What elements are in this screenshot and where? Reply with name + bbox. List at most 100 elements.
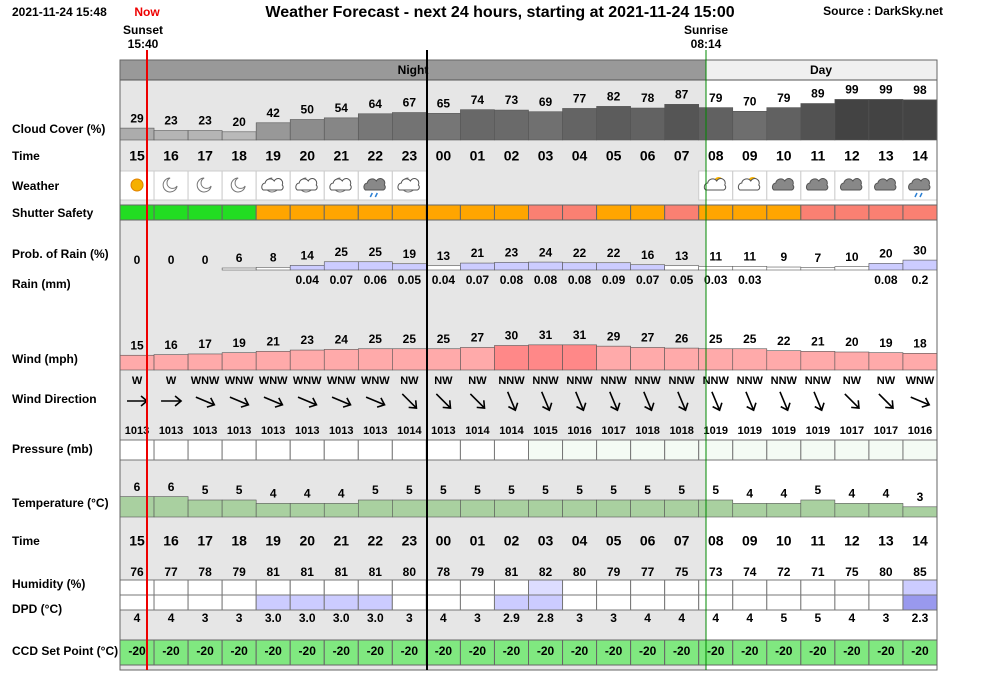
- bar: [902, 352, 938, 371]
- ccd-value: -20: [775, 644, 793, 658]
- ccd-value: -20: [299, 644, 317, 658]
- row-label: Shutter Safety: [12, 206, 94, 220]
- value-label: 79: [709, 91, 723, 105]
- ccd-cell: [119, 639, 155, 666]
- hour: 15: [129, 148, 145, 164]
- pressure-value: 1013: [159, 425, 183, 437]
- dpd-box: [119, 594, 155, 611]
- sunrise-time: 08:14: [691, 37, 722, 51]
- shutter-cell: [664, 204, 700, 221]
- wind-arrow: [813, 391, 825, 412]
- value-label: 5: [440, 483, 447, 497]
- value-label: 42: [267, 106, 281, 120]
- humidity-value: 75: [675, 565, 689, 579]
- dpd-box: [732, 594, 768, 611]
- dpd-box: [187, 594, 223, 611]
- wind-arrow: [711, 391, 723, 412]
- bar: [698, 266, 734, 271]
- row-label: DPD (°C): [12, 602, 62, 616]
- wind-direction: NNW: [703, 375, 730, 387]
- now-label: Now: [134, 5, 160, 19]
- row-label: Prob. of Rain (%): [12, 247, 109, 261]
- wind-direction: WNW: [361, 375, 390, 387]
- bar: [221, 267, 257, 271]
- rain-amount: 0.05: [670, 273, 694, 287]
- bar: [119, 496, 155, 518]
- dpd-value: 4: [849, 611, 856, 625]
- humidity-value: 82: [539, 565, 553, 579]
- source: Source : DarkSky.net: [823, 4, 943, 18]
- hour: 02: [504, 148, 520, 164]
- bar: [323, 349, 359, 371]
- ccd-cell: [187, 639, 223, 666]
- humidity-box: [664, 579, 700, 596]
- value-label: 29: [130, 111, 144, 125]
- value-label: 79: [777, 91, 791, 105]
- value-label: 5: [576, 483, 583, 497]
- pressure-value: 1019: [738, 425, 762, 437]
- dpd-box: [459, 594, 495, 611]
- rain-amount: 0.08: [874, 273, 898, 287]
- sunrise-label: Sunrise: [684, 23, 728, 37]
- pressure-box: [596, 439, 632, 461]
- bar: [868, 503, 904, 518]
- hour: 03: [538, 148, 554, 164]
- bar: [868, 352, 904, 371]
- ccd-cell: [255, 639, 291, 666]
- value-label: 16: [164, 338, 178, 352]
- value-label: 26: [675, 331, 689, 345]
- pressure-value: 1019: [703, 425, 727, 437]
- value-label: 98: [913, 83, 927, 97]
- humidity-box: [153, 579, 189, 596]
- value-label: 25: [369, 332, 383, 346]
- pressure-value: 1017: [601, 425, 625, 437]
- hour: 05: [606, 533, 622, 549]
- row-label: Wind Direction: [12, 392, 97, 406]
- hour: 14: [912, 148, 928, 164]
- hour: 21: [333, 148, 349, 164]
- humidity-box: [698, 579, 734, 596]
- pressure-value: 1013: [329, 425, 353, 437]
- shutter-cell: [187, 204, 223, 221]
- bar: [426, 265, 461, 271]
- humidity-value: 81: [335, 565, 349, 579]
- bar: [392, 263, 427, 271]
- value-label: 4: [746, 487, 753, 501]
- dpd-value: 3: [883, 611, 890, 625]
- pressure-value: 1016: [567, 425, 591, 437]
- shutter-cell: [902, 204, 938, 221]
- value-label: 8: [270, 251, 277, 265]
- bar: [323, 117, 359, 141]
- bar: [323, 503, 359, 518]
- cloud-icon: [771, 178, 795, 191]
- wind-arrow: [401, 393, 418, 409]
- ccd-value: -20: [401, 644, 419, 658]
- hour: 17: [197, 533, 213, 549]
- humidity-box: [221, 579, 257, 596]
- humidity-box: [323, 579, 359, 596]
- value-label: 20: [845, 335, 859, 349]
- value-label: 4: [849, 487, 856, 501]
- hour: 21: [333, 533, 349, 549]
- pressure-box: [119, 439, 155, 461]
- ccd-value: -20: [196, 644, 214, 658]
- bar: [357, 261, 393, 271]
- dpd-box: [221, 594, 257, 611]
- value-label: 19: [879, 336, 893, 350]
- value-label: 69: [539, 95, 553, 109]
- shutter-cell: [357, 204, 393, 221]
- value-label: 5: [474, 483, 481, 497]
- dpd-value: 5: [815, 611, 822, 625]
- wind-direction: NNW: [566, 375, 593, 387]
- bar: [528, 111, 563, 141]
- pressure-value: 1018: [669, 425, 693, 437]
- dpd-box: [357, 594, 393, 611]
- bar: [426, 113, 461, 141]
- ccd-value: -20: [265, 644, 283, 658]
- humidity-value: 72: [777, 565, 791, 579]
- humidity-box: [425, 579, 461, 596]
- bar: [392, 499, 427, 518]
- wind-arrow: [161, 395, 183, 407]
- wind-arrow: [643, 391, 655, 412]
- wind-arrow: [844, 393, 860, 409]
